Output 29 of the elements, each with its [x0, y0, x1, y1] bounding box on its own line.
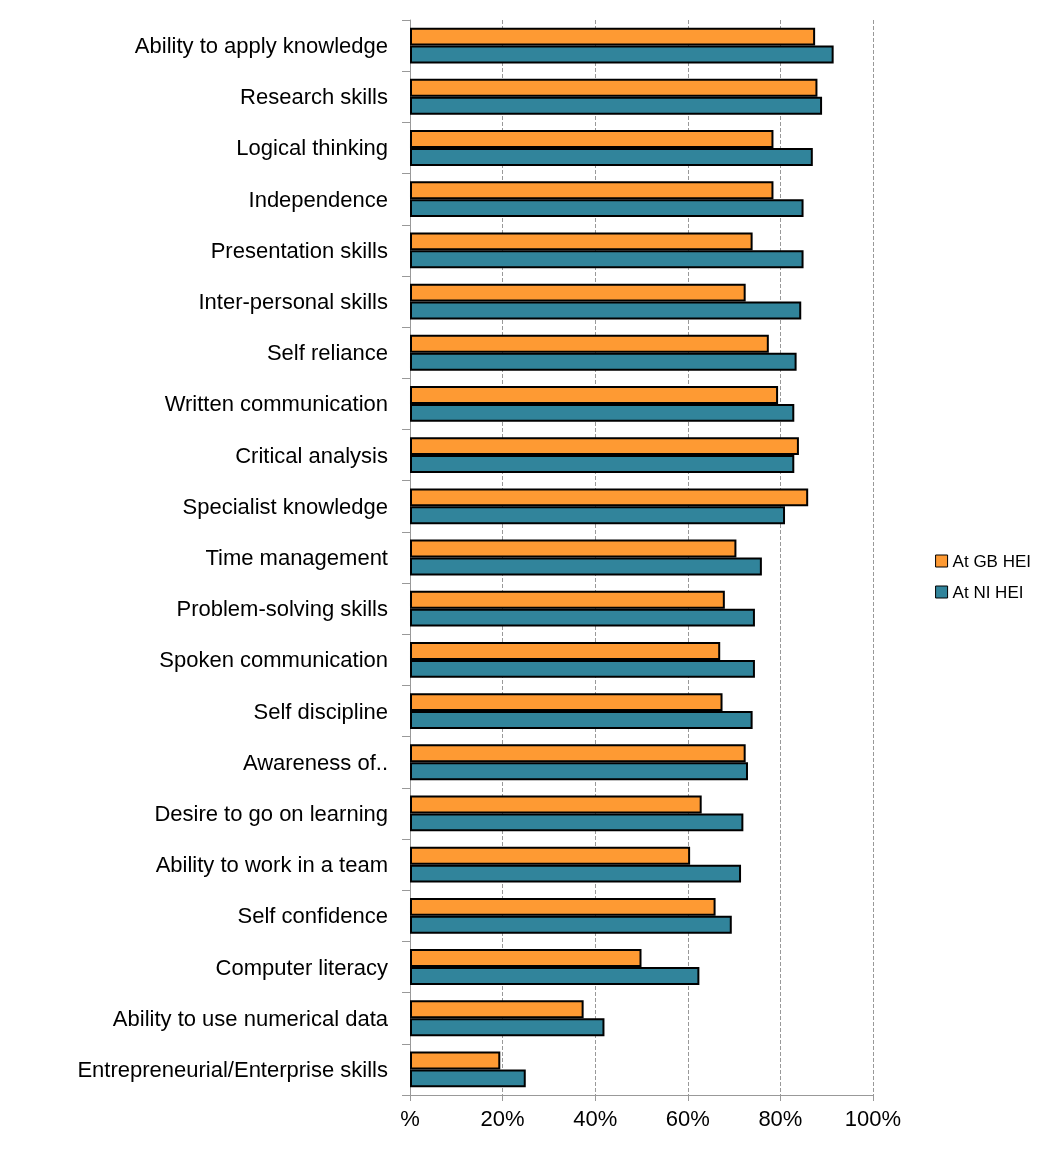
y-tick-label: Presentation skills	[210, 237, 388, 263]
x-tick-label: %	[400, 1105, 420, 1131]
y-tick-label: Spoken communication	[159, 647, 388, 673]
y-tick-label: Independence	[248, 186, 388, 212]
y-tick-label: Ability to work in a team	[155, 852, 388, 878]
legend-label: At GB HEI	[952, 551, 1032, 571]
x-tick-label: 40%	[573, 1105, 618, 1131]
x-tick-label: 20%	[480, 1105, 525, 1131]
y-tick-label: Computer literacy	[215, 954, 388, 980]
y-tick-label: Research skills	[240, 84, 388, 110]
y-tick-label: Self reliance	[266, 340, 388, 366]
y-tick-label: Time management	[205, 545, 388, 570]
y-tick-label: Inter-personal skills	[198, 289, 388, 315]
legend-label: At NI HEI	[952, 582, 1024, 602]
y-tick-label: Specialist knowledge	[182, 493, 388, 519]
x-tick-label: 60%	[665, 1105, 710, 1131]
y-tick-label: Problem-solving skills	[176, 596, 388, 622]
y-tick-label: Written communication	[164, 391, 388, 417]
y-tick-label: Awareness of..	[242, 749, 388, 775]
y-tick-label: Critical analysis	[235, 442, 388, 468]
y-tick-label: Logical thinking	[236, 135, 388, 161]
y-tick-label: Self confidence	[237, 903, 388, 929]
y-tick-label: Desire to go on learning	[154, 800, 388, 826]
y-tick-label: Self discipline	[253, 698, 388, 724]
y-tick-label: Entrepreneurial/Enterprise skills	[77, 1056, 388, 1082]
x-tick-label: 100%	[844, 1105, 902, 1131]
y-tick-label: Ability to use numerical data	[112, 1005, 389, 1031]
x-tick-label: 80%	[758, 1105, 803, 1131]
y-tick-label: Ability to apply knowledge	[134, 33, 388, 59]
